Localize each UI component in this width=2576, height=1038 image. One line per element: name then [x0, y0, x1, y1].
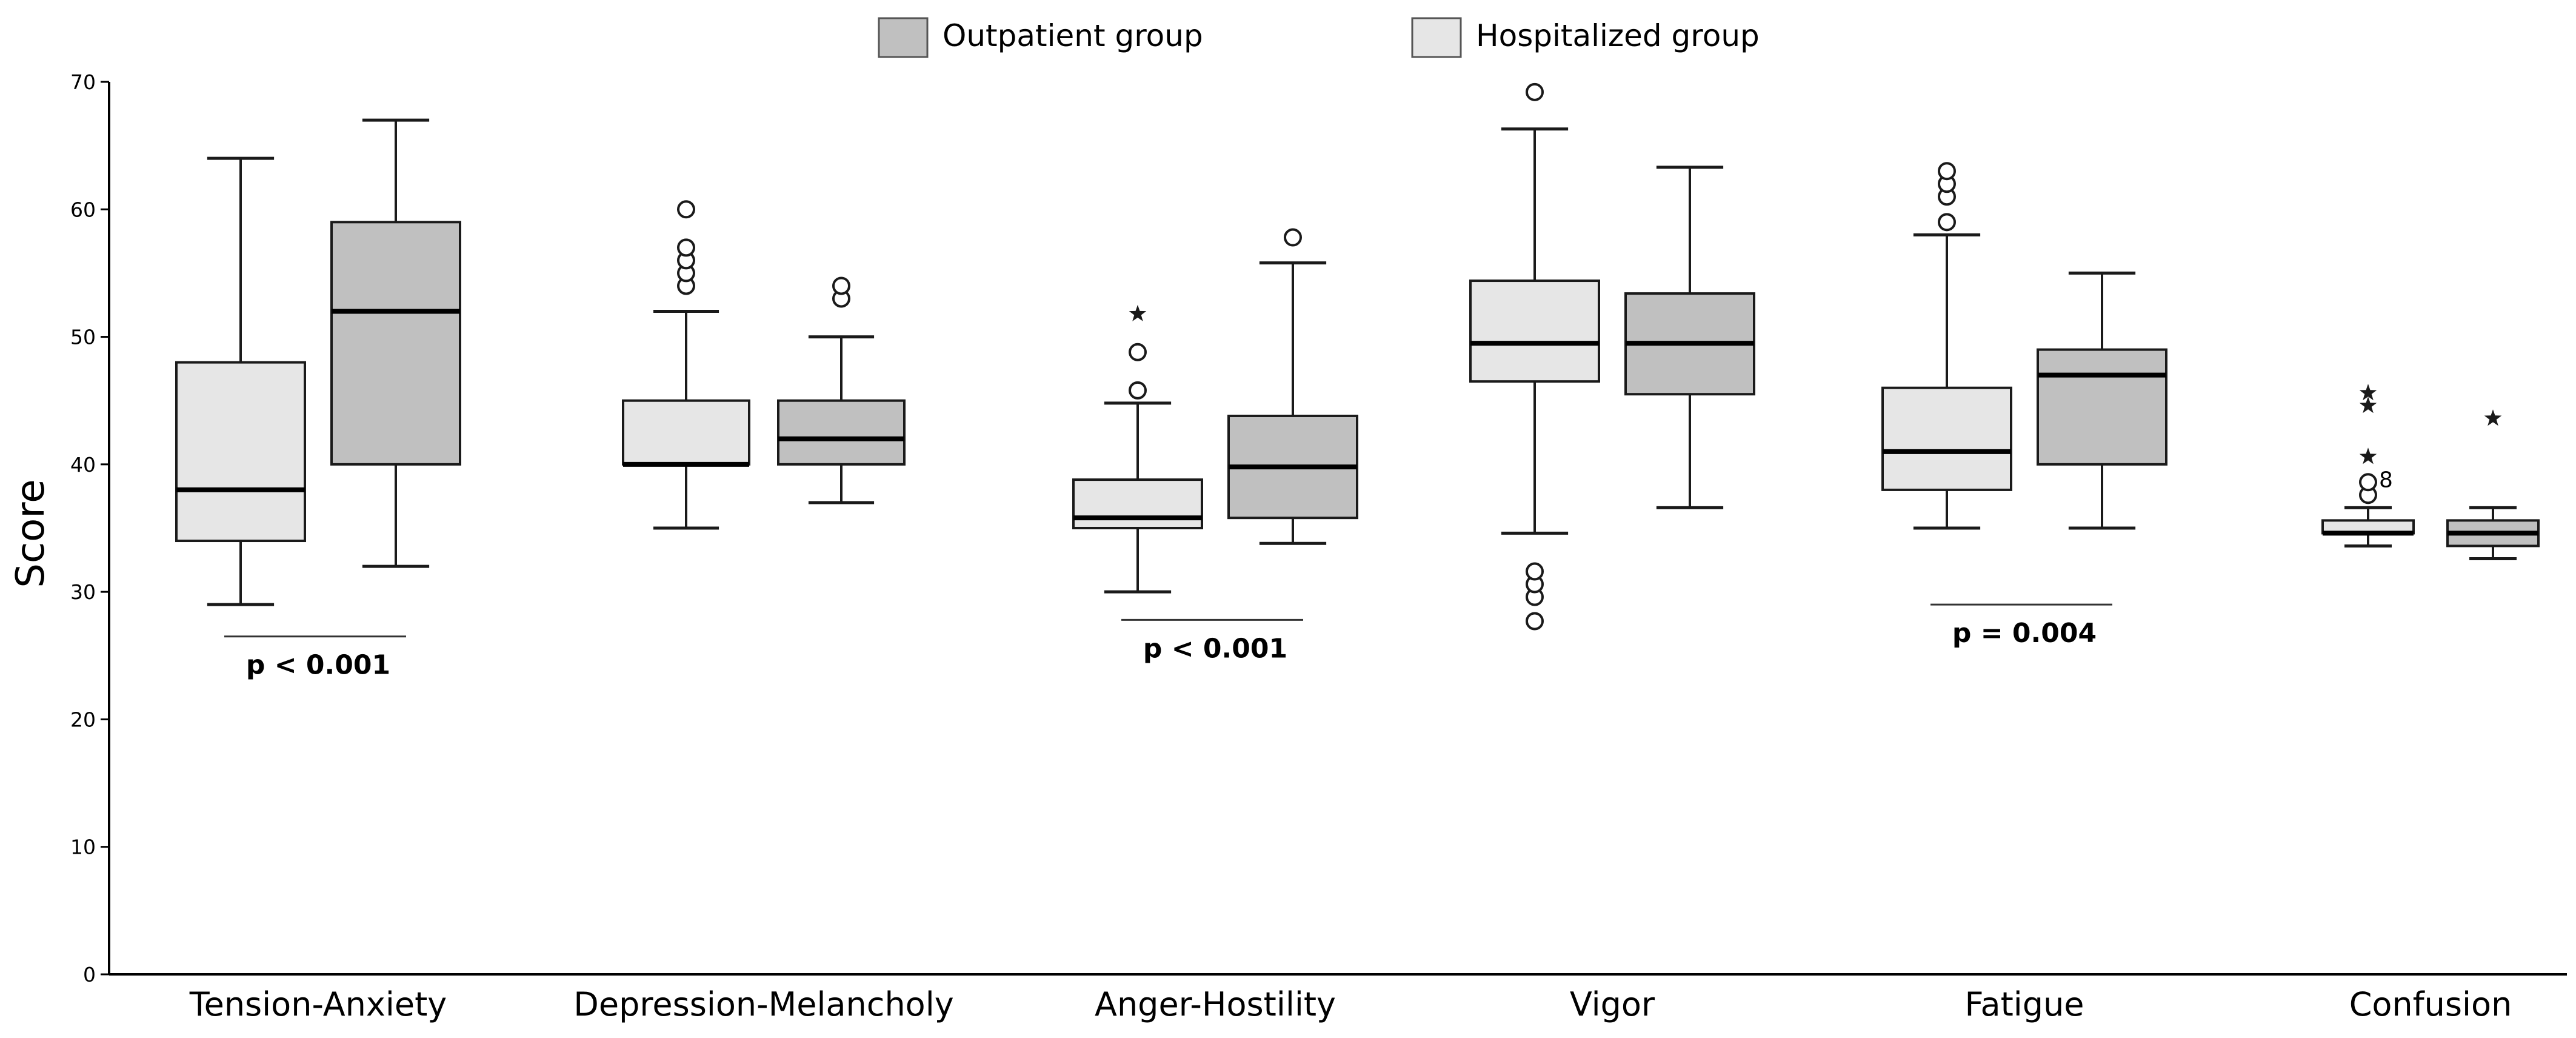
outlier-point	[832, 276, 850, 295]
iqr-box	[175, 361, 306, 543]
category-label: Tension-Anxiety	[189, 985, 447, 1023]
legend-label: Outpatient group	[943, 18, 1203, 53]
legend: Outpatient group Hospitalized group	[878, 17, 1760, 58]
hospitalized-box	[175, 156, 306, 606]
outlier-point	[1526, 562, 1544, 581]
outpatient-box	[2037, 271, 2167, 530]
extreme-point	[1129, 304, 1147, 321]
labels: Tension-Anxiety p < 0.001 Depression-Melan…	[189, 603, 2512, 1023]
legend-swatch	[1411, 17, 1462, 58]
outlier-point	[2359, 473, 2377, 492]
outpatient-box	[1227, 228, 1358, 545]
iqr-box	[330, 221, 461, 466]
hospitalized-box	[1469, 82, 1600, 631]
outlier-point	[1938, 213, 1956, 232]
outlier-id-label: 8	[2379, 467, 2393, 492]
outlier-point	[677, 200, 695, 219]
outlier-point	[1526, 82, 1544, 101]
extreme-point	[2484, 409, 2502, 426]
y-tick-label: 30	[70, 580, 96, 604]
category-group	[622, 200, 906, 530]
y-tick-label: 10	[70, 835, 96, 859]
iqr-box	[1881, 386, 2012, 491]
y-tick-label: 20	[70, 708, 96, 731]
category-group	[1469, 82, 1755, 631]
hospitalized-box	[1881, 162, 2012, 530]
category-group	[1072, 228, 1358, 594]
hospitalized-box	[1072, 304, 1203, 594]
outlier-point	[1129, 343, 1147, 361]
legend-swatch	[878, 17, 929, 58]
legend-label: Hospitalized group	[1476, 18, 1760, 53]
pvalue-label: p < 0.001	[246, 650, 390, 681]
plot-area: 8	[175, 82, 2540, 631]
axes: 0 10 20 30 40 50 60 70 Score	[8, 70, 2567, 986]
pvalue-label: p = 0.004	[1952, 618, 2097, 649]
outpatient-box	[330, 118, 461, 568]
iqr-box	[2037, 348, 2167, 466]
y-tick-label: 40	[70, 453, 96, 477]
outlier-point	[1938, 162, 1956, 181]
iqr-box	[622, 399, 750, 466]
outpatient-box	[2446, 409, 2540, 560]
extreme-point	[2359, 447, 2377, 464]
category-group	[1881, 162, 2167, 530]
y-tick-label: 70	[70, 70, 96, 94]
category-label: Anger-Hostility	[1095, 985, 1336, 1023]
hospitalized-box: 8	[2321, 384, 2415, 547]
category-label: Depression-Melancholy	[573, 985, 953, 1023]
y-tick-label: 50	[70, 326, 96, 349]
y-axis-label: Score	[8, 479, 53, 588]
category-group	[175, 118, 461, 606]
category-group: 8	[2321, 384, 2540, 560]
y-tick-label: 60	[70, 198, 96, 221]
outlier-point	[1526, 612, 1544, 631]
iqr-box	[1469, 280, 1600, 383]
y-tick-label: 0	[83, 963, 96, 986]
iqr-box	[1072, 478, 1203, 529]
outpatient-box	[1624, 166, 1755, 509]
hospitalized-box	[622, 200, 750, 530]
extreme-point	[2359, 384, 2377, 401]
category-label: Fatigue	[1964, 985, 2084, 1023]
category-label: Confusion	[2349, 985, 2512, 1023]
outlier-point	[677, 238, 695, 257]
outlier-point	[1284, 228, 1302, 247]
outlier-point	[1129, 381, 1147, 400]
iqr-box	[777, 399, 906, 466]
outpatient-box	[777, 276, 906, 504]
extreme-point	[2359, 397, 2377, 414]
category-label: Vigor	[1570, 985, 1655, 1023]
pvalue-label: p < 0.001	[1143, 633, 1287, 664]
